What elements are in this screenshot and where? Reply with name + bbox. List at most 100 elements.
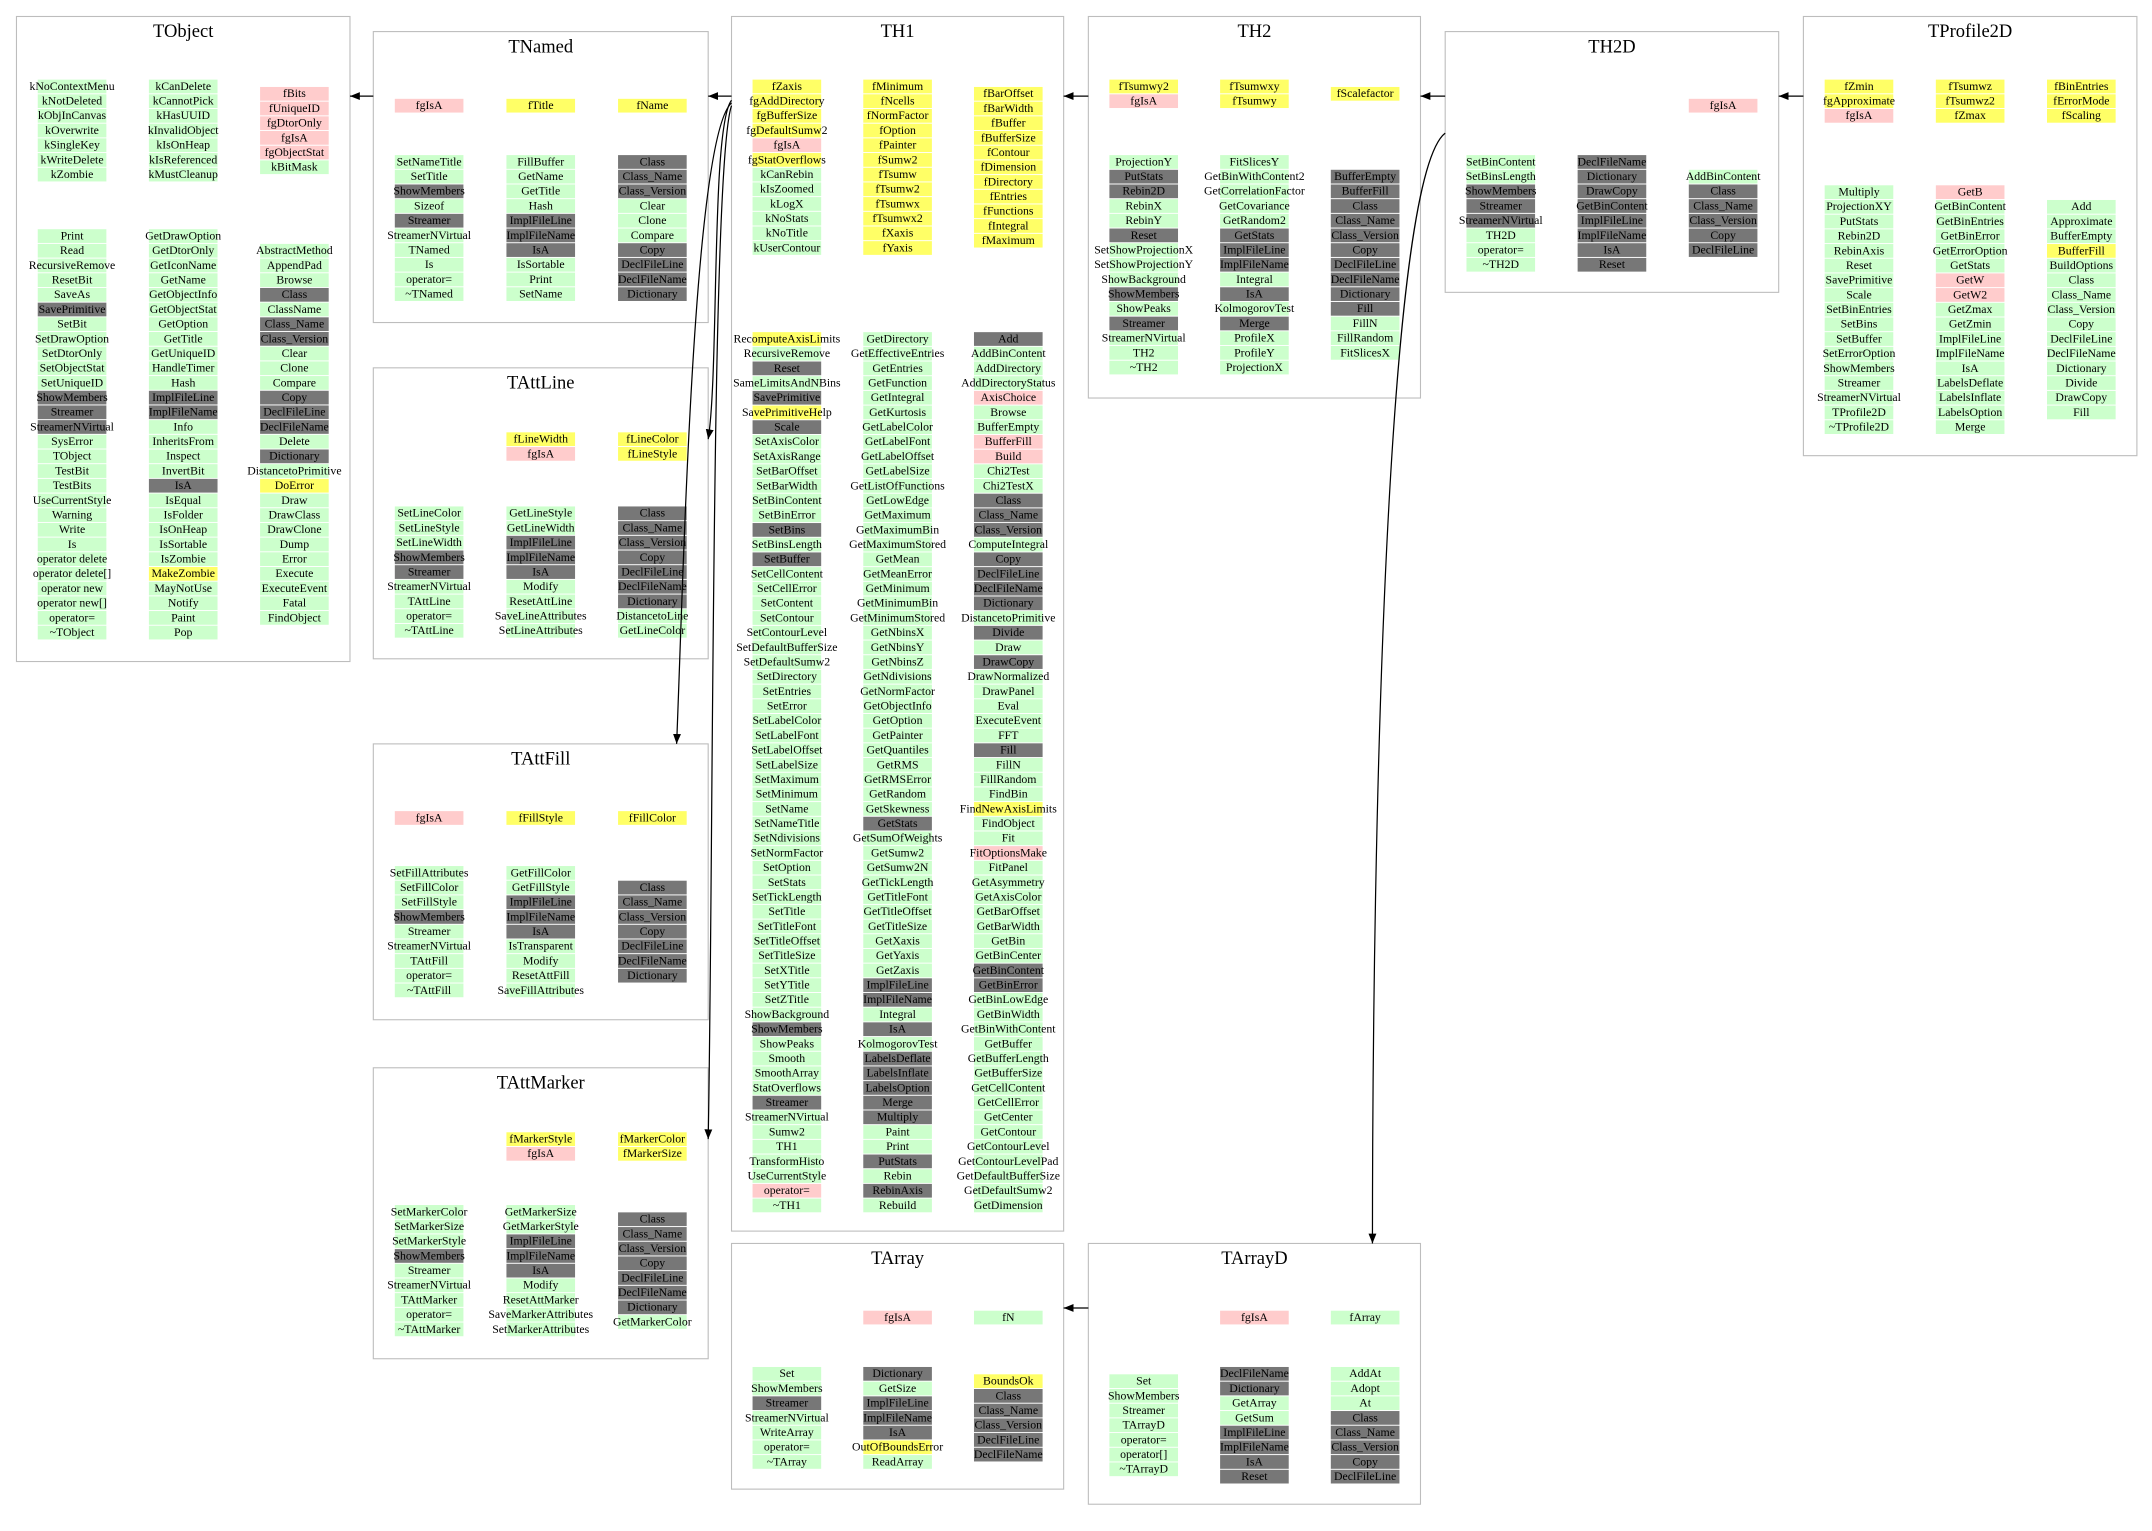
member-fill <box>752 978 822 993</box>
member-fill <box>863 596 932 611</box>
class-box: TH2D fgIsA SetBinContentSetBinsLengthShowM… <box>1444 31 1780 293</box>
member-fill <box>752 1425 822 1440</box>
method: Class_Version <box>975 522 1043 536</box>
method: Streamer <box>408 213 451 227</box>
member-fill <box>1935 405 2005 420</box>
attribute: fN <box>1002 1310 1015 1324</box>
method: IsSortable <box>517 257 565 271</box>
method: GetObjectInfo <box>149 287 217 301</box>
member-fill <box>394 895 464 910</box>
method: Class_Version <box>261 331 329 345</box>
member-fill <box>863 376 932 390</box>
method: Class <box>640 880 666 894</box>
member-fill <box>394 169 464 184</box>
method: UseCurrentStyle <box>33 493 112 507</box>
method: Approximate <box>2050 214 2112 228</box>
member-fill <box>37 167 107 182</box>
attribute: fTsumw2 <box>875 182 919 196</box>
method: Streamer <box>1122 316 1165 330</box>
member-fill <box>973 860 1043 875</box>
class-title: TAttLine <box>507 373 574 394</box>
method: Class <box>640 1212 666 1226</box>
attribute: kObjInCanvas <box>38 108 107 122</box>
method: Streamer <box>1838 375 1881 389</box>
member-fill <box>973 684 1043 699</box>
member-fill <box>1935 376 2005 390</box>
member-fill <box>394 243 464 257</box>
member-fill <box>973 655 1043 669</box>
method: GetXaxis <box>875 933 920 947</box>
method: IsEqual <box>165 493 202 507</box>
method: Dictionary <box>872 1366 923 1380</box>
member-fill <box>506 880 576 895</box>
method: SetBinContent <box>1466 154 1536 168</box>
attribute: fgStatOverflows <box>748 152 826 166</box>
method: GetQuantiles <box>866 743 929 757</box>
member-fill <box>1109 184 1179 199</box>
member-fill <box>973 508 1043 523</box>
method: operator= <box>1478 242 1524 256</box>
method: IsA <box>889 1022 907 1036</box>
method: SetShowProjectionX <box>1094 242 1193 256</box>
method: Draw <box>995 640 1022 654</box>
member-fill <box>1466 155 1536 169</box>
attribute: fFunctions <box>983 204 1034 218</box>
method: Scale <box>774 420 800 434</box>
method: Divide <box>992 625 1024 639</box>
member-fill <box>863 1366 932 1381</box>
method: ImplFileName <box>863 1410 932 1424</box>
method: GetCellContent <box>971 1080 1046 1094</box>
member-fill <box>148 94 218 109</box>
member-fill <box>37 317 107 332</box>
attribute: fgIsA <box>527 446 554 460</box>
attribute: fScalefactor <box>1337 86 1394 100</box>
method: Set <box>1136 1374 1152 1388</box>
member-fill <box>863 167 932 182</box>
member-fill <box>37 581 107 596</box>
attribute: fBufferSize <box>981 130 1036 144</box>
method: Streamer <box>1479 198 1522 212</box>
member-fill <box>394 924 464 939</box>
method: SetAxisRange <box>753 449 821 463</box>
method: GetBarWidth <box>977 919 1040 933</box>
member-fill <box>1688 184 1758 199</box>
member-fill <box>506 623 576 638</box>
member-fill <box>1109 1433 1179 1447</box>
method: SetContour <box>760 610 814 624</box>
member-fill <box>618 895 687 910</box>
member-fill <box>394 1219 464 1234</box>
member-fill <box>260 581 329 596</box>
member-fill <box>394 983 464 998</box>
member-fill <box>752 434 822 449</box>
attribute: fBits <box>283 86 306 100</box>
member-fill <box>1109 199 1179 213</box>
member-fill <box>394 609 464 623</box>
member-fill <box>752 1095 822 1110</box>
method: GetName <box>518 169 563 183</box>
attribute: fgObjectStat <box>265 145 325 159</box>
member-fill <box>506 1249 576 1263</box>
member-fill <box>752 904 822 919</box>
method: Delete <box>279 434 310 448</box>
attribute: fgIsA <box>1241 1310 1268 1324</box>
member-fill <box>863 508 932 523</box>
member-fill <box>973 1169 1043 1183</box>
method: GetFillStyle <box>512 880 570 894</box>
member-fill <box>618 1300 687 1315</box>
member-fill <box>1109 169 1179 184</box>
method: Class <box>640 154 666 168</box>
member-fill <box>618 272 687 287</box>
member-fill <box>37 287 107 302</box>
member-fill <box>973 669 1043 684</box>
member-fill <box>1330 1396 1400 1411</box>
method: DeclFileName <box>2047 346 2116 360</box>
attribute: fMinimum <box>872 79 923 93</box>
attribute: fMarkerStyle <box>509 1132 572 1146</box>
member-fill <box>1577 257 1647 272</box>
member-fill <box>863 1425 932 1440</box>
member-fill <box>148 302 218 317</box>
method: GetLineColor <box>620 623 686 637</box>
member-fill <box>1577 228 1647 243</box>
member-fill <box>37 493 107 508</box>
method: Add <box>2071 199 2091 213</box>
